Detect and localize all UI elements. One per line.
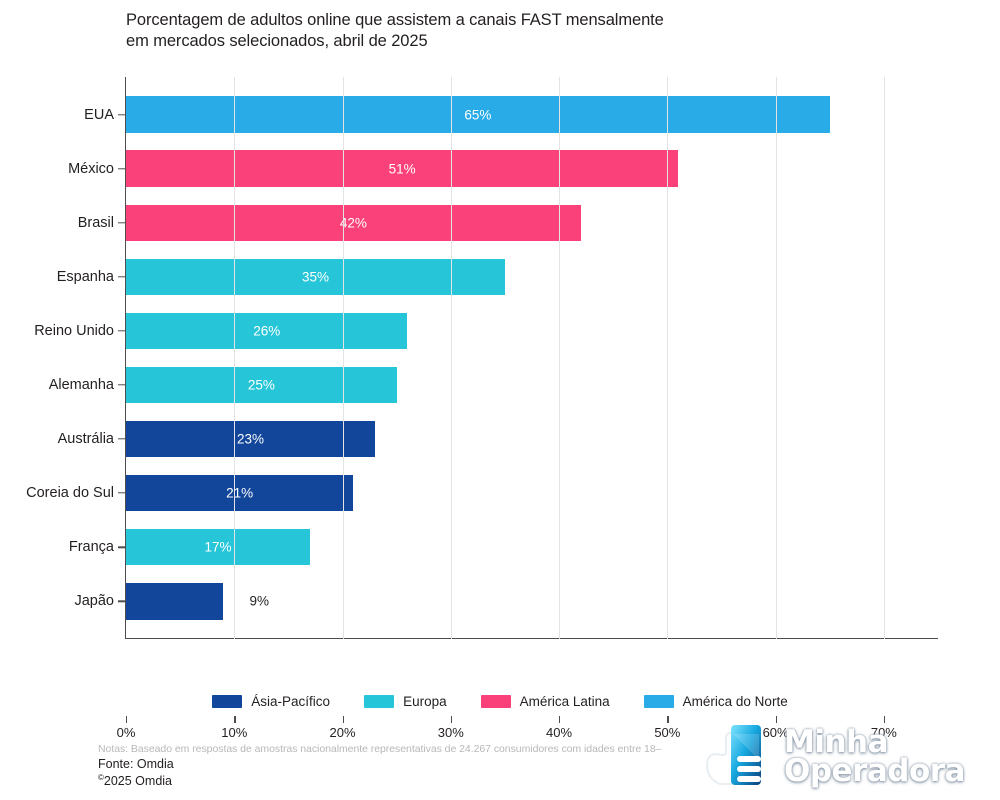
bar-row[interactable]: 21%	[126, 474, 938, 512]
chart-legend: Ásia-Pacífico Europa América Latina América…	[0, 694, 1000, 709]
bar-row[interactable]: 65%	[126, 96, 938, 134]
y-axis-tick	[118, 492, 126, 494]
x-axis-tick-label: 0%	[116, 725, 136, 740]
copyright-symbol: ©	[98, 773, 104, 782]
y-axis-line	[125, 77, 127, 639]
y-axis-category-label: Espanha	[56, 268, 114, 285]
x-axis-tick-label: 20%	[329, 725, 356, 740]
bar-value-label: 9%	[249, 593, 269, 609]
y-axis-category-label: Coreia do Sul	[26, 485, 114, 502]
legend-color-swatch	[364, 695, 395, 708]
legend-label: Ásia-Pacífico	[251, 694, 331, 709]
gridline	[883, 77, 885, 639]
bar-value-label: 26%	[253, 323, 281, 339]
bar-value-label: 35%	[301, 269, 329, 285]
bar[interactable]	[126, 96, 830, 134]
y-axis-category-label: Alemanha	[48, 377, 114, 394]
gridline	[559, 77, 561, 639]
legend-item[interactable]: Europa	[364, 694, 447, 709]
bar-value-label: 23%	[236, 431, 265, 447]
y-axis-tick	[118, 168, 126, 170]
y-axis-category-label: Austrália	[57, 431, 114, 448]
minha-operadora-watermark-logo: Minha Operadora	[704, 718, 994, 796]
x-axis-tick-label: 70%	[870, 725, 897, 740]
bar-row[interactable]: 9%	[126, 582, 938, 620]
gridline	[450, 77, 452, 639]
bar[interactable]	[126, 366, 397, 404]
x-axis-line	[125, 638, 938, 640]
legend-item[interactable]: América Latina	[480, 694, 610, 709]
bar[interactable]	[126, 150, 679, 188]
bar[interactable]	[126, 258, 505, 296]
y-axis-category-label: Japão	[74, 593, 114, 610]
bar[interactable]	[126, 312, 408, 350]
y-axis-tick	[118, 330, 126, 332]
bar-row[interactable]: 23%	[126, 420, 938, 458]
x-axis-tick	[126, 716, 128, 723]
legend-item[interactable]: Ásia-Pacífico	[212, 694, 330, 709]
chart-title: Porcentagem de adultos online que assist…	[126, 11, 664, 50]
bar-row[interactable]: 35%	[126, 258, 938, 296]
gridline	[342, 77, 344, 639]
bar-value-label: 65%	[464, 107, 492, 123]
bar[interactable]	[126, 582, 224, 620]
logo-line-2: Operadora	[784, 753, 965, 789]
y-axis-category-label: México	[68, 160, 114, 177]
y-axis-tick	[118, 384, 126, 386]
legend-label: América do Norte	[682, 694, 788, 709]
x-axis-tick	[342, 716, 344, 723]
legend-label: Europa	[403, 694, 447, 709]
x-axis-tick-label: 40%	[546, 725, 573, 740]
x-axis-tick	[234, 716, 236, 723]
legend-label: América Latina	[519, 694, 610, 709]
plot-area: 65% 51% 42% 35% 26% 25% 23% 21% 17% 9%	[126, 77, 938, 639]
y-axis-category-label: EUA	[84, 106, 114, 123]
bar-row[interactable]: 42%	[126, 204, 938, 242]
x-axis-tick	[450, 716, 453, 723]
footer-source: Fonte: Omdia	[98, 757, 174, 771]
x-axis-tick	[667, 716, 669, 723]
bar[interactable]	[126, 420, 375, 458]
legend-color-swatch	[480, 695, 511, 708]
x-axis-tick	[775, 716, 777, 723]
gridline	[775, 77, 777, 639]
x-axis-tick-label: 50%	[654, 725, 681, 740]
bar-value-label: 51%	[388, 161, 416, 177]
bar-value-label: 21%	[226, 485, 254, 501]
y-axis-tick	[118, 114, 126, 116]
y-axis-category-label: Reino Unido	[34, 322, 114, 339]
x-axis-tick-label: 10%	[221, 725, 248, 740]
x-axis-tick	[883, 716, 886, 723]
legend-color-swatch	[212, 695, 243, 708]
bar-value-label: 17%	[204, 539, 232, 555]
bar-row[interactable]: 17%	[126, 528, 938, 566]
gridline	[667, 77, 669, 639]
y-axis-tick	[118, 600, 126, 602]
y-axis-category-label: Brasil	[77, 214, 114, 231]
bar[interactable]	[126, 474, 354, 512]
legend-item[interactable]: América do Norte	[643, 694, 788, 709]
gridline	[234, 77, 236, 639]
copyright-text: 2025 Omdia	[103, 774, 173, 789]
y-axis-category-label: França	[68, 539, 114, 556]
footer-notes: Notas: Baseado em respostas de amostras …	[98, 743, 662, 755]
footer-copyright: ©2025 Omdia	[98, 773, 172, 788]
bar-row[interactable]: 51%	[126, 150, 938, 188]
x-axis-tick-label: 30%	[437, 725, 464, 740]
y-axis-tick	[118, 222, 126, 224]
x-axis-tick-label: 60%	[762, 725, 789, 740]
bar-value-label: 42%	[339, 215, 367, 231]
x-axis-tick	[559, 716, 561, 723]
bar-value-label: 25%	[247, 377, 275, 393]
legend-color-swatch	[643, 695, 674, 708]
y-axis-tick	[118, 438, 126, 440]
bar[interactable]	[126, 528, 311, 566]
chart-plot-wrapper: 65% 51% 42% 35% 26% 25% 23% 21% 17% 9% EUA México B…	[0, 77, 1000, 740]
bar-row[interactable]: 26%	[126, 312, 938, 350]
bar[interactable]	[126, 204, 581, 242]
bar-row[interactable]: 25%	[126, 366, 938, 404]
y-axis-tick	[118, 546, 126, 548]
y-axis-tick	[118, 276, 126, 278]
